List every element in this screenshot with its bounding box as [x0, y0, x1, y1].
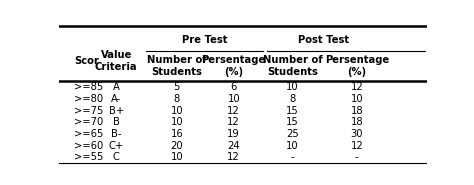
- Text: A: A: [113, 82, 119, 92]
- Text: C+: C+: [109, 141, 124, 151]
- Text: B: B: [113, 117, 119, 127]
- Text: B+: B+: [109, 106, 124, 116]
- Text: 20: 20: [171, 141, 183, 151]
- Text: 12: 12: [350, 141, 363, 151]
- Text: 18: 18: [350, 106, 363, 116]
- Text: 10: 10: [286, 82, 299, 92]
- Text: -: -: [355, 152, 359, 162]
- Text: C: C: [113, 152, 119, 162]
- Text: Value
Criteria: Value Criteria: [95, 50, 137, 72]
- Text: Persentage
(%): Persentage (%): [201, 55, 266, 77]
- Text: 19: 19: [228, 129, 240, 139]
- Text: >=65: >=65: [74, 129, 103, 139]
- Text: Persentage
(%): Persentage (%): [325, 55, 389, 77]
- Text: Number of
Students: Number of Students: [147, 55, 207, 77]
- Text: 10: 10: [171, 106, 183, 116]
- Text: 10: 10: [171, 152, 183, 162]
- Text: 12: 12: [350, 82, 363, 92]
- Text: 12: 12: [228, 152, 240, 162]
- Text: 10: 10: [286, 141, 299, 151]
- Text: >=70: >=70: [74, 117, 103, 127]
- Text: 18: 18: [350, 117, 363, 127]
- Text: Scor: Scor: [74, 56, 99, 66]
- Text: 12: 12: [228, 106, 240, 116]
- Text: 24: 24: [228, 141, 240, 151]
- Text: 30: 30: [351, 129, 363, 139]
- Text: >=60: >=60: [74, 141, 103, 151]
- Text: 6: 6: [230, 82, 237, 92]
- Text: Pre Test: Pre Test: [182, 35, 227, 45]
- Text: 25: 25: [286, 129, 299, 139]
- Text: 5: 5: [173, 82, 180, 92]
- Text: 10: 10: [171, 117, 183, 127]
- Text: >=75: >=75: [74, 106, 103, 116]
- Text: >=80: >=80: [74, 94, 103, 104]
- Text: >=55: >=55: [74, 152, 103, 162]
- Text: 8: 8: [290, 94, 296, 104]
- Text: 15: 15: [286, 106, 299, 116]
- Text: 8: 8: [173, 94, 180, 104]
- Text: Number of
Students: Number of Students: [263, 55, 322, 77]
- Text: 15: 15: [286, 117, 299, 127]
- Text: 16: 16: [171, 129, 183, 139]
- Text: 10: 10: [228, 94, 240, 104]
- Text: -: -: [291, 152, 294, 162]
- Text: B-: B-: [111, 129, 121, 139]
- Text: >=85: >=85: [74, 82, 103, 92]
- Text: 10: 10: [350, 94, 363, 104]
- Text: Post Test: Post Test: [298, 35, 349, 45]
- Text: 12: 12: [228, 117, 240, 127]
- Text: A-: A-: [111, 94, 121, 104]
